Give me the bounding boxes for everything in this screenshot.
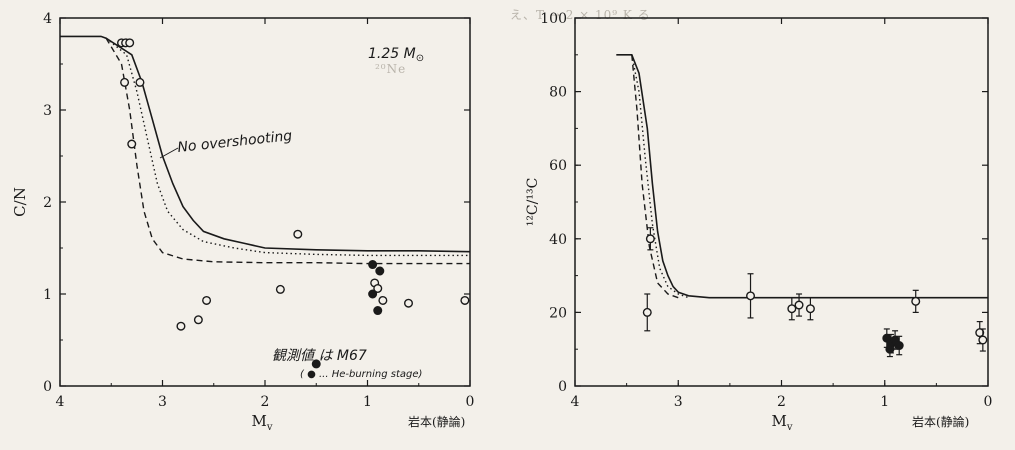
carbon-ytick-label: 80 xyxy=(549,85,567,101)
cn-open-point xyxy=(275,284,285,294)
cn-open-point xyxy=(176,321,186,331)
cn-xtick-label: 3 xyxy=(158,394,167,410)
carbon-ytick-label: 0 xyxy=(558,379,567,395)
carbon-points xyxy=(642,227,988,358)
carbon-open-point xyxy=(794,300,804,310)
carbon-ylabel: ¹²C/¹³C xyxy=(525,178,541,227)
cn-xtick-label: 0 xyxy=(466,394,475,410)
cn-annotation-no-overshooting: No overshooting xyxy=(177,128,293,156)
cn-annotation-pointer xyxy=(159,147,179,159)
carbon-xtick-label: 4 xyxy=(571,394,580,410)
carbon-filled-point xyxy=(894,341,904,351)
carbon-xlabel: Mv xyxy=(771,412,792,433)
carbon-open-point xyxy=(645,234,655,244)
carbon-open-point xyxy=(975,328,985,338)
cn-annotation-he-burning: ( ● ... He-burning stage) xyxy=(300,369,422,380)
carbon-xtick-label: 1 xyxy=(880,394,889,410)
cn-annotation-observed: 観測値 は M67 xyxy=(272,348,367,364)
cn-ticks: 4 3 2 1 0 0 1 2 3 4 xyxy=(43,11,474,410)
carbon-open-point xyxy=(805,304,815,314)
cn-open-point xyxy=(120,77,130,87)
cn-open-point xyxy=(125,38,135,48)
carbon-credit: 岩本(静論) xyxy=(912,414,969,429)
carbon-ytick-label: 40 xyxy=(549,232,567,248)
cn-ylabel: C/N xyxy=(11,187,29,217)
cn-curve-dashed xyxy=(105,37,470,265)
cn-filled-point xyxy=(311,359,321,369)
carbon-curve-solid xyxy=(616,54,988,299)
carbon-open-point xyxy=(787,304,797,314)
cn-open-point xyxy=(460,295,470,305)
cn-filled-point xyxy=(375,266,385,276)
cn-filled-point xyxy=(368,289,378,299)
carbon-ytick-label: 100 xyxy=(540,11,567,27)
cn-curve-solid xyxy=(60,35,471,253)
cn-open-point xyxy=(373,283,383,293)
cn-points xyxy=(116,38,470,369)
cn-open-point xyxy=(193,315,203,325)
cn-open-point xyxy=(404,298,414,308)
cn-annotation-mass: 1.25 M⊙ xyxy=(368,46,424,64)
carbon-plot-frame xyxy=(574,17,989,387)
cn-credit: 岩本(静論) xyxy=(408,414,465,429)
cn-ytick-label: 4 xyxy=(43,11,52,27)
cn-open-point xyxy=(127,139,137,149)
cn-ytick-label: 0 xyxy=(43,379,52,395)
carbon-xtick-label: 2 xyxy=(777,394,786,410)
carbon-curve-dashed xyxy=(631,54,679,299)
carbon-curve-dotted xyxy=(631,54,689,299)
cn-open-point xyxy=(293,229,303,239)
carbon-filled-point xyxy=(885,344,895,354)
cn-xtick-label: 1 xyxy=(363,394,372,410)
carbon-xtick-label: 0 xyxy=(984,394,993,410)
carbon-curves xyxy=(616,54,988,299)
cn-ytick-label: 1 xyxy=(43,287,52,303)
cn-xtick-label: 4 xyxy=(56,394,65,410)
carbon-xtick-label: 3 xyxy=(674,394,683,410)
cn-ytick-label: 3 xyxy=(43,103,52,119)
cn-xlabel: Mv xyxy=(251,412,272,433)
carbon-open-point xyxy=(746,291,756,301)
cn-filled-point xyxy=(368,260,378,270)
background-text-mid: ²⁰Ne xyxy=(375,62,407,76)
carbon-open-point xyxy=(978,335,988,345)
carbon-ytick-label: 20 xyxy=(549,305,567,321)
cn-curves xyxy=(60,35,471,265)
cn-open-point xyxy=(378,295,388,305)
cn-chart: 4 3 2 1 0 0 1 2 3 4 C/N Mv 1.25 M⊙ No overshootin… xyxy=(11,11,474,433)
cn-xtick-label: 2 xyxy=(261,394,270,410)
cn-curve-dotted xyxy=(105,37,470,257)
cn-ytick-label: 2 xyxy=(43,195,52,211)
cn-open-point xyxy=(135,77,145,87)
cn-open-point xyxy=(202,295,212,305)
cn-plot-frame xyxy=(59,17,471,387)
carbon-open-point xyxy=(911,296,921,306)
carbon-ytick-label: 60 xyxy=(549,158,567,174)
carbon-open-point xyxy=(642,307,652,317)
cn-filled-point xyxy=(373,306,383,316)
